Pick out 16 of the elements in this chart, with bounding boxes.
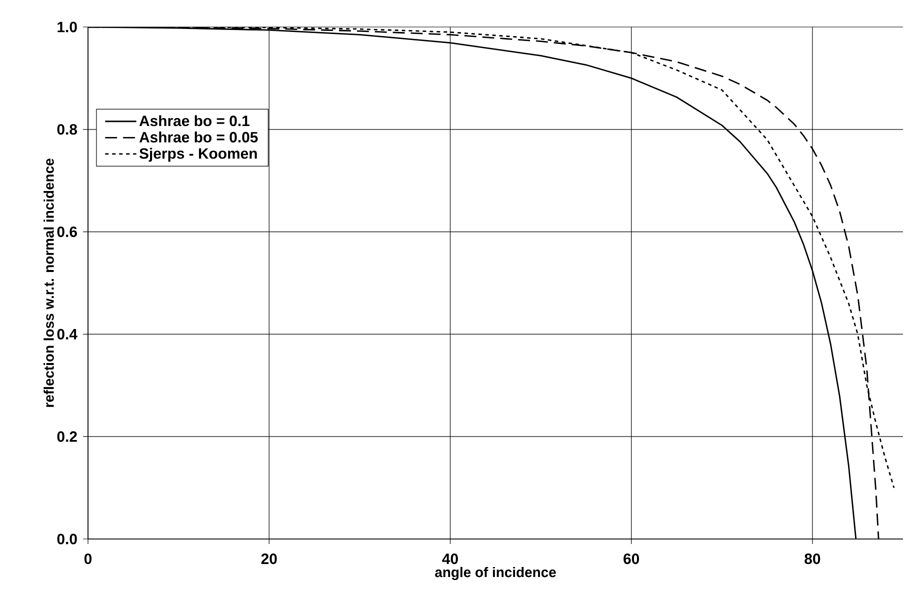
legend-label: Sjerps - Koomen [139,148,257,162]
y-axis-title: reflection loss w.r.t. normal incidence [44,158,54,407]
y-tick-label: 0.8 [57,124,78,135]
x-tick-label: 40 [442,554,458,564]
y-tick-label: 0.2 [57,431,77,442]
y-tick-label: 1.0 [58,22,77,32]
x-tick-label: 80 [804,554,820,564]
y-tick-label: 0.0 [57,534,77,544]
x-axis-title: angle of incidence [435,566,556,580]
x-tick-label: 20 [261,554,277,564]
x-tick-label: 0 [84,554,92,564]
legend-label: Ashrae bo = 0.1 [139,115,250,126]
x-tick-label: 60 [624,554,640,564]
y-tick-label: 0.6 [57,226,77,238]
legend-label: Ashrae bo = 0.05 [139,132,258,142]
y-tick-label: 0.4 [57,328,78,340]
